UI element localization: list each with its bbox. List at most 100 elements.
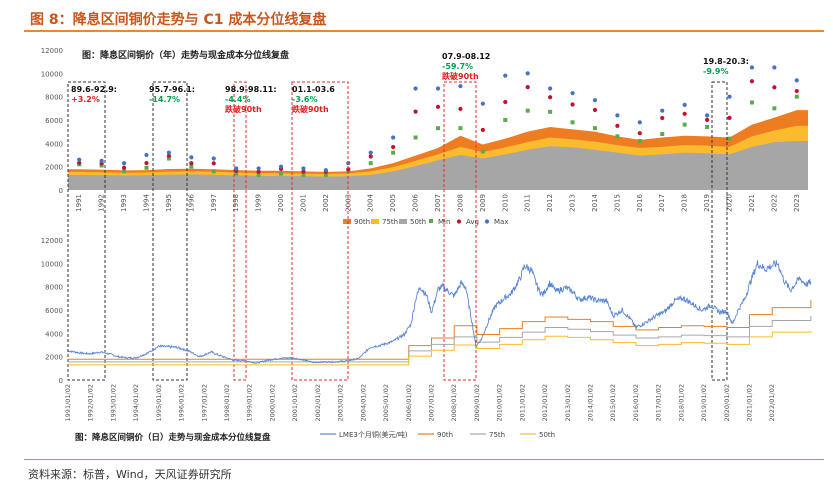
daily-x-tick: 2003/01/02 bbox=[337, 384, 345, 421]
marker-min bbox=[144, 165, 149, 170]
marker-min bbox=[368, 161, 373, 166]
annual-x-tick: 2019 bbox=[703, 194, 711, 212]
marker-min bbox=[301, 172, 306, 177]
marker-max bbox=[301, 166, 306, 171]
marker-min bbox=[772, 106, 777, 111]
daily-chart: 0 2000 4000 6000 8000 10000 12000 1991/01/02 199… bbox=[41, 237, 812, 443]
daily-line-75th bbox=[68, 315, 812, 363]
marker-min bbox=[323, 172, 328, 177]
annual-x-tick: 1992 bbox=[98, 194, 106, 212]
marker-max bbox=[704, 113, 710, 118]
marker-min bbox=[279, 171, 284, 176]
marker-min bbox=[570, 120, 575, 125]
daily-x-tick: 2011/01/02 bbox=[518, 384, 526, 421]
marker-max bbox=[413, 86, 418, 91]
marker-max bbox=[503, 73, 508, 78]
legend-label-90th: 90th bbox=[354, 218, 370, 226]
marker-min bbox=[256, 172, 261, 177]
marker-max bbox=[637, 120, 642, 125]
annotation-period: 01.1-03.6 bbox=[292, 85, 335, 94]
annual-y-tick: 12000 bbox=[41, 47, 63, 55]
marker-max bbox=[480, 101, 485, 106]
marker-max bbox=[144, 152, 149, 158]
marker-max bbox=[592, 98, 598, 103]
highlight-box bbox=[711, 81, 728, 381]
marker-min bbox=[166, 156, 171, 161]
marker-avg bbox=[637, 131, 642, 136]
daily-x-tick: 2007/01/02 bbox=[427, 384, 435, 421]
marker-max bbox=[548, 86, 553, 91]
marker-max bbox=[570, 91, 575, 96]
marker-avg bbox=[480, 127, 485, 133]
annotation-note: 跌破90th bbox=[292, 104, 329, 114]
annual-x-tick: 1997 bbox=[210, 194, 218, 212]
marker-max bbox=[278, 164, 284, 169]
marker-min bbox=[234, 171, 239, 176]
daily-legend-label: 50th bbox=[539, 431, 555, 439]
marker-max bbox=[323, 168, 328, 173]
daily-x-tick: 1998/01/02 bbox=[223, 384, 231, 421]
marker-avg bbox=[391, 144, 396, 150]
daily-x-tick: 2020/01/02 bbox=[723, 384, 731, 421]
marker-max bbox=[234, 166, 239, 171]
daily-x-tick: 2005/01/02 bbox=[382, 384, 390, 421]
daily-legend-label: 90th bbox=[437, 431, 453, 439]
marker-min bbox=[480, 149, 485, 154]
marker-avg bbox=[121, 165, 127, 170]
marker-max bbox=[727, 94, 732, 99]
annual-x-tick: 2008 bbox=[456, 194, 464, 212]
daily-y-tick: 6000 bbox=[45, 307, 63, 315]
annual-x-tick: 2007 bbox=[434, 194, 442, 212]
marker-avg bbox=[435, 104, 441, 109]
marker-max bbox=[458, 84, 463, 89]
daily-x-tick: 2016/01/02 bbox=[632, 384, 640, 421]
marker-max bbox=[121, 161, 127, 166]
legend-label-50th: 50th bbox=[410, 218, 426, 226]
daily-y-tick: 0 bbox=[59, 377, 63, 385]
marker-avg bbox=[592, 107, 598, 113]
annotation-change: -4.4% bbox=[225, 95, 251, 104]
marker-max bbox=[525, 71, 530, 76]
daily-line-50th bbox=[68, 331, 812, 366]
annual-x-tick: 1991 bbox=[75, 194, 83, 212]
marker-min bbox=[436, 126, 440, 131]
highlight-box bbox=[291, 81, 349, 381]
marker-avg bbox=[525, 85, 530, 90]
marker-max bbox=[660, 108, 665, 113]
annotation-change: -3.6% bbox=[292, 95, 318, 104]
marker-min bbox=[211, 169, 216, 174]
daily-x-tick: 2010/01/02 bbox=[496, 384, 504, 421]
marker-avg bbox=[727, 115, 732, 120]
marker-max bbox=[99, 158, 104, 163]
marker-avg bbox=[189, 161, 194, 166]
annual-x-tick: 2011 bbox=[524, 194, 532, 212]
annual-x-tick: 2013 bbox=[569, 194, 577, 212]
daily-x-tick: 2019/01/02 bbox=[700, 384, 708, 421]
annotation-period: 98.9-98.11: bbox=[225, 85, 277, 94]
legend-swatch-Avg bbox=[456, 219, 462, 224]
daily-x-tick: 1996/01/02 bbox=[178, 384, 186, 421]
daily-line-90th bbox=[68, 300, 812, 360]
daily-x-tick: 2014/01/02 bbox=[587, 384, 595, 421]
annotation-change: -9.9% bbox=[703, 67, 729, 76]
area-50th bbox=[68, 141, 808, 190]
annotation-period: 19.8-20.3: bbox=[703, 57, 749, 66]
legend-swatch-75th bbox=[371, 219, 379, 224]
daily-x-tick: 1992/01/02 bbox=[87, 384, 95, 421]
highlight-box bbox=[67, 81, 106, 381]
marker-min bbox=[413, 135, 418, 140]
source-rule bbox=[24, 459, 824, 460]
marker-avg bbox=[413, 109, 418, 114]
marker-avg bbox=[301, 169, 306, 174]
daily-y-tick: 2000 bbox=[45, 354, 63, 362]
marker-min bbox=[458, 126, 463, 131]
annual-x-tick: 2000 bbox=[277, 194, 285, 212]
daily-x-tick: 2017/01/02 bbox=[655, 384, 663, 421]
daily-x-tick: 2009/01/02 bbox=[473, 384, 481, 421]
daily-x-tick: 1995/01/02 bbox=[155, 384, 163, 421]
marker-avg bbox=[346, 167, 351, 172]
daily-legend-label: LME3个月铜(美元/吨) bbox=[339, 430, 408, 439]
marker-min bbox=[727, 136, 732, 141]
marker-max bbox=[256, 166, 261, 171]
annual-y-tick: 8000 bbox=[45, 94, 63, 102]
